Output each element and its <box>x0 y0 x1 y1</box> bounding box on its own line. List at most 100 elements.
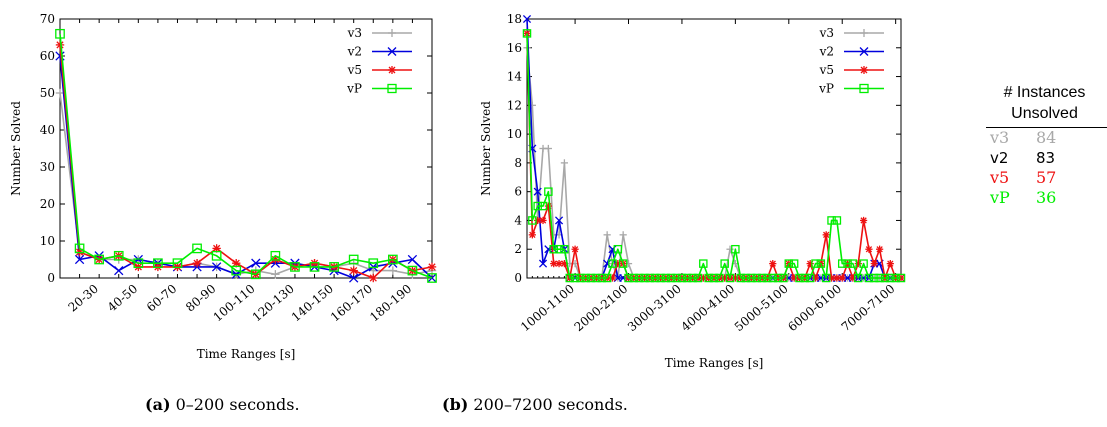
cross-marker <box>74 254 85 265</box>
marker-stroke <box>779 273 788 283</box>
unsolved-table: # Instances Unsolved v3 84 v2 83 v5 57 vP 36 <box>982 82 1107 208</box>
marker-stroke <box>74 254 85 265</box>
legend-label: v2 <box>819 45 834 59</box>
x-tick-label: 6000-6100 <box>785 282 844 335</box>
table-row-value: 57 <box>1036 168 1057 187</box>
marker-stroke <box>709 273 719 283</box>
square-marker <box>608 259 617 268</box>
square-marker <box>784 259 794 268</box>
caption-b-text: 200–7200 seconds. <box>473 395 628 414</box>
marker-stroke <box>768 273 778 283</box>
cross-marker <box>211 262 222 272</box>
marker-stroke <box>843 259 852 268</box>
marker-stroke <box>618 259 628 268</box>
marker-stroke <box>629 273 639 283</box>
cross-marker <box>251 258 261 268</box>
marker-stroke <box>193 259 201 267</box>
square-marker <box>645 273 655 283</box>
x-tick-label: 20-30 <box>66 282 101 315</box>
square-marker <box>172 258 183 269</box>
marker-stroke <box>549 244 558 254</box>
legend-label: v3 <box>819 26 834 40</box>
marker-stroke <box>133 258 144 269</box>
square-marker <box>549 244 558 254</box>
x-axis-label: Time Ranges [s] <box>665 356 764 370</box>
marker-stroke <box>407 254 418 265</box>
table-row-name: vP <box>990 188 1010 207</box>
marker-stroke <box>769 260 776 267</box>
plus-marker <box>603 231 611 239</box>
marker-stroke <box>533 187 542 196</box>
square-marker <box>768 273 778 283</box>
marker-stroke <box>387 47 397 56</box>
square-marker <box>94 254 105 265</box>
series-vP <box>55 28 437 283</box>
table-header-line1: # Instances <box>1003 84 1086 101</box>
marker-stroke <box>427 273 437 283</box>
marker-stroke <box>683 273 692 283</box>
series-v2 <box>55 51 437 283</box>
marker-stroke <box>839 274 846 282</box>
marker-stroke <box>565 273 574 283</box>
caption-b-label: (b) <box>442 395 469 414</box>
cross-marker <box>114 265 124 276</box>
star-marker <box>886 260 894 268</box>
star-marker <box>560 260 568 268</box>
cross-marker <box>349 273 359 283</box>
marker-stroke <box>290 262 300 272</box>
marker-stroke <box>731 244 740 254</box>
marker-stroke <box>529 231 536 238</box>
marker-stroke <box>833 274 841 282</box>
square-marker <box>854 273 863 283</box>
star-marker <box>849 274 857 282</box>
marker-stroke <box>329 262 339 272</box>
marker-stroke <box>602 273 612 283</box>
star-marker <box>427 262 437 272</box>
square-marker <box>683 273 692 283</box>
square-marker <box>693 273 703 283</box>
square-marker <box>827 216 836 225</box>
caption-b: (b) 200–7200 seconds. <box>442 395 628 414</box>
x-tick-label: 80-90 <box>183 282 218 315</box>
square-marker <box>672 273 681 283</box>
cross-marker <box>522 14 532 24</box>
marker-stroke <box>211 262 222 272</box>
marker-stroke <box>592 273 601 283</box>
square-marker <box>634 273 644 283</box>
square-marker <box>192 243 202 254</box>
y-tick-label: 8 <box>514 156 522 170</box>
square-marker <box>752 273 761 283</box>
square-marker <box>74 243 85 254</box>
square-marker <box>875 273 884 283</box>
cross-marker <box>608 245 617 254</box>
legend-label: vP <box>818 82 834 96</box>
square-marker <box>837 259 847 268</box>
square-marker <box>602 273 612 283</box>
marker-stroke <box>784 259 794 268</box>
y-tick-label: 6 <box>514 185 522 199</box>
marker-stroke <box>672 273 681 283</box>
marker-stroke <box>661 273 671 283</box>
marker-stroke <box>114 265 124 276</box>
marker-stroke <box>388 66 396 74</box>
square-marker <box>731 244 740 254</box>
series-line <box>59 44 433 279</box>
square-marker <box>387 254 398 265</box>
marker-stroke <box>211 250 222 261</box>
marker-stroke <box>634 273 644 283</box>
star-marker <box>544 202 552 210</box>
marker-stroke <box>832 216 842 225</box>
table-header-line2: Unsolved <box>1011 105 1078 122</box>
x-tick-label: 180-190 <box>367 282 414 325</box>
square-marker <box>629 273 639 283</box>
star-marker <box>833 274 841 282</box>
marker-stroke <box>113 250 124 261</box>
square-marker <box>848 259 858 268</box>
cross-marker <box>859 47 869 56</box>
square-marker <box>773 273 783 283</box>
table-row-name: v5 <box>990 168 1010 187</box>
star-marker <box>860 66 868 74</box>
square-marker <box>832 216 842 225</box>
marker-stroke <box>805 273 815 283</box>
x-tick-label: 40-50 <box>105 282 140 315</box>
